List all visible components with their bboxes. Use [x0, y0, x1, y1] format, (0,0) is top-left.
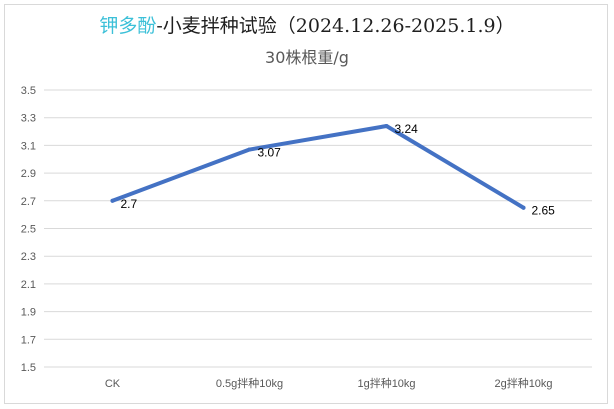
data-point: [247, 147, 252, 152]
y-tick-label: 2.9: [21, 168, 36, 180]
data-label: 3.24: [395, 122, 419, 136]
data-label: 3.07: [258, 146, 282, 160]
y-tick-label: 3.3: [21, 113, 36, 125]
data-point: [110, 198, 115, 203]
chart-title: 钾多酚-小麦拌种试验（2024.12.26-2025.1.9）: [0, 11, 614, 38]
y-tick-label: 1.7: [21, 334, 36, 346]
x-axis-ticks: CK 0.5g拌种10kg 1g拌种10kg 2g拌种10kg: [105, 376, 553, 390]
y-tick-label: 3.5: [21, 85, 36, 97]
gridlines: [44, 89, 592, 368]
y-tick-label: 2.1: [21, 279, 36, 291]
data-label: 2.7: [121, 197, 138, 211]
y-axis-ticks: 1.5 1.7 1.9 2.1 2.3 2.5 2.7 2.9 3.1 3.3 3.5: [21, 85, 36, 374]
data-point: [521, 205, 526, 210]
chart-frame: [4, 4, 608, 404]
y-tick-label: 2.5: [21, 224, 36, 236]
x-tick-label: 1g拌种10kg: [357, 376, 415, 390]
x-tick-label: CK: [105, 378, 121, 390]
chart-title-accent: 钾多酚: [99, 15, 157, 37]
data-point: [384, 124, 389, 129]
chart-title-rest: -小麦拌种试验（2024.12.26-2025.1.9）: [156, 15, 515, 37]
y-tick-label: 1.5: [21, 362, 36, 374]
chart-subtitle: 30株根重/g: [265, 48, 349, 67]
x-tick-label: 0.5g拌种10kg: [216, 376, 283, 390]
x-tick-label: 2g拌种10kg: [494, 376, 552, 390]
series-line: [110, 124, 526, 210]
y-tick-label: 3.1: [21, 140, 36, 152]
data-labels: 2.7 3.07 3.24 2.65: [121, 122, 556, 218]
series-layer: [110, 124, 526, 210]
y-tick-label: 1.9: [21, 307, 36, 319]
data-label: 2.65: [532, 204, 556, 218]
y-tick-label: 2.3: [21, 251, 36, 263]
y-tick-label: 2.7: [21, 196, 36, 208]
